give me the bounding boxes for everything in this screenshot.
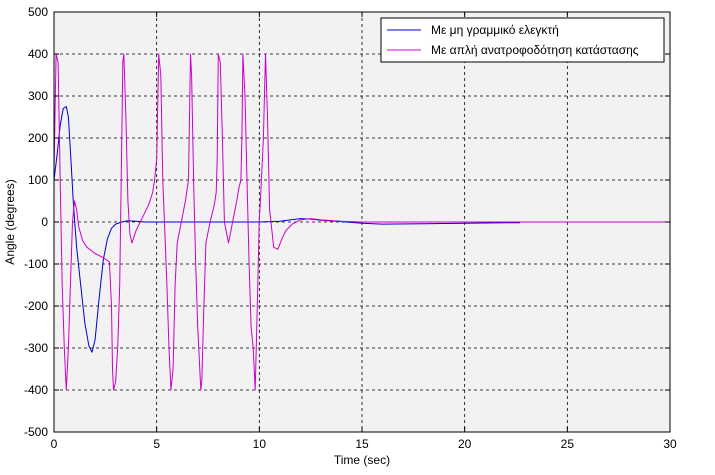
y-tick-label: -300 [24,341,48,355]
y-tick-label: -400 [24,383,48,397]
legend: Με μη γραμμικό ελεγκτή Με απλή ανατροφοδό… [380,17,665,63]
axis-ticks: 0 5 10 15 20 25 30 -500 -400 -300 -200 -100 0 100 200 3… [24,5,677,451]
x-tick-label: 30 [663,437,677,451]
y-tick-label: -200 [24,299,48,313]
y-axis-label: Angle (degrees) [3,179,17,264]
x-axis-label: Time (sec) [334,453,390,467]
legend-box [380,17,665,63]
series-line-2 [53,53,670,391]
x-tick-label: 0 [51,437,58,451]
series-layer [53,53,670,391]
y-tick-label: 300 [28,89,48,103]
legend-label-1: Με μη γραμμικό ελεγκτή [431,23,559,37]
x-tick-label: 10 [253,437,267,451]
x-tick-label: 5 [153,437,160,451]
y-tick-label: 100 [28,173,48,187]
y-tick-label: 0 [41,215,48,229]
x-tick-label: 15 [355,437,369,451]
y-tick-label: -500 [24,425,48,439]
x-tick-label: 25 [561,437,575,451]
y-tick-label: 400 [28,47,48,61]
y-tick-label: -100 [24,257,48,271]
y-tick-label: 500 [28,5,48,19]
y-tick-label: 200 [28,131,48,145]
legend-label-2: Με απλή ανατροφοδότηση κατάστασης [431,43,639,57]
x-tick-label: 20 [458,437,472,451]
